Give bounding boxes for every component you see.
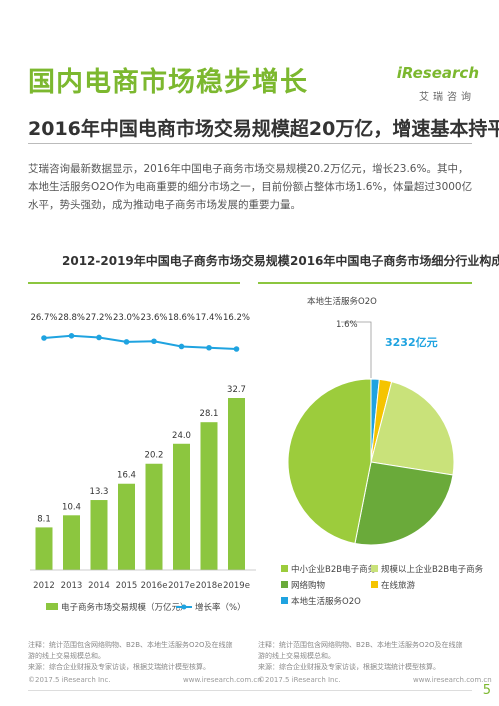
pie-legend-swatch bbox=[371, 565, 378, 572]
growth-label: 27.2% bbox=[85, 313, 112, 323]
x-tick-label: 2018e bbox=[196, 581, 223, 591]
pie-legend-swatch bbox=[281, 581, 288, 588]
right-chart-title: 2016年中国电子商务市场细分行业构成 bbox=[290, 254, 499, 268]
growth-label: 18.6% bbox=[168, 313, 195, 323]
callout-value: 3232亿元 bbox=[385, 335, 438, 349]
left-source: 来源：综合企业财报及专家访谈，根据艾瑞统计模型核算。 bbox=[28, 663, 210, 671]
logo-word: iResearch bbox=[396, 64, 479, 82]
growth-point bbox=[206, 344, 212, 351]
right-site-link[interactable]: www.iresearch.com.cn bbox=[413, 676, 492, 684]
right-title-underline bbox=[258, 282, 472, 284]
right-footnote: 注释：统计范围包含网络购物、B2B、本地生活服务O2O及在线旅游的线上交易规模总… bbox=[258, 640, 463, 673]
growth-label: 26.7% bbox=[30, 313, 57, 323]
pie-legend-label: 规模以上企业B2B电子商务 bbox=[381, 564, 484, 575]
x-tick-label: 2014 bbox=[88, 581, 110, 591]
bar-value-label: 16.4 bbox=[117, 471, 136, 481]
bar-2018e bbox=[200, 422, 218, 570]
legend-bar-label: 电子商务市场交易规模（万亿元） bbox=[61, 602, 189, 613]
growth-point bbox=[151, 338, 157, 345]
growth-label: 28.8% bbox=[58, 313, 85, 323]
x-tick-label: 2013 bbox=[61, 581, 83, 591]
bar-value-label: 13.3 bbox=[90, 487, 109, 497]
bar-2016e bbox=[145, 463, 163, 570]
pie-legend-swatch bbox=[371, 581, 378, 588]
pie-legend-swatch bbox=[281, 597, 288, 604]
pie-legend-label: 本地生活服务O2O bbox=[291, 596, 361, 607]
pie-legend-label: 中小企业B2B电子商务 bbox=[291, 564, 377, 575]
growth-label: 23.0% bbox=[113, 313, 140, 323]
bar-2017e bbox=[173, 443, 190, 570]
legend-line-label: 增长率（%） bbox=[195, 602, 246, 613]
logo-sub: 艾瑞咨询 bbox=[419, 92, 475, 103]
bar-2014 bbox=[90, 500, 108, 570]
bar-value-label: 20.2 bbox=[145, 451, 164, 461]
bar-value-label: 10.4 bbox=[62, 502, 81, 512]
bar-chart: 8.1 2012 10.4 2013 13.3 2014 16.4 2015 20.2 2016e… bbox=[30, 385, 256, 591]
pie-slice-0 bbox=[287, 378, 372, 545]
growth-point bbox=[96, 334, 102, 341]
growth-label: 16.2% bbox=[223, 313, 250, 323]
growth-label: 23.6% bbox=[140, 313, 167, 323]
growth-line-chart: 26.7% 28.8% 27.2% 23.0% 23.6% 18.6% 17.4% 16.2% bbox=[30, 313, 250, 352]
bar-value-label: 28.1 bbox=[200, 409, 219, 419]
right-source: 来源：综合企业财报及专家访谈，根据艾瑞统计模型核算。 bbox=[258, 663, 440, 671]
pie-slice-1 bbox=[354, 461, 454, 546]
left-footnote: 注释：统计范围包含网络购物、B2B、本地生活服务O2O及在线旅游的线上交易规模总… bbox=[28, 640, 233, 673]
growth-point bbox=[233, 346, 240, 352]
right-note: 注释：统计范围包含网络购物、B2B、本地生活服务O2O及在线旅游的线上交易规模总… bbox=[258, 641, 463, 660]
left-title-underline bbox=[28, 282, 240, 284]
pie-legend-label: 网络购物 bbox=[291, 580, 326, 591]
legend-line-marker bbox=[181, 604, 187, 610]
left-copyright: ©2017.5 iResearch Inc. bbox=[28, 676, 111, 684]
left-chart-title: 2012-2019年中国电子商务市场交易规模 bbox=[62, 254, 290, 268]
page-title: 国内电商市场稳步增长 bbox=[28, 67, 308, 98]
intro-paragraph: 艾瑞咨询最新数据显示，2016年中国电子商务市场交易规模20.2万亿元，增长23… bbox=[28, 163, 473, 211]
growth-point bbox=[41, 335, 47, 341]
subtitle-divider bbox=[28, 143, 472, 144]
growth-line bbox=[43, 334, 237, 350]
pie-legend-label: 在线旅游 bbox=[381, 580, 416, 591]
left-note: 注释：统计范围包含网络购物、B2B、本地生活服务O2O及在线旅游的线上交易规模总… bbox=[28, 641, 233, 660]
page-subtitle: 2016年中国电商市场交易规模超20万亿，增速基本持平 bbox=[28, 118, 499, 140]
bar-2015 bbox=[118, 483, 135, 570]
bar-value-label: 32.7 bbox=[227, 385, 246, 395]
pie-callout: 本地生活服务O2O 1.6% 3232亿元 bbox=[307, 296, 438, 378]
pie-legend-swatch bbox=[281, 565, 288, 572]
pie-chart bbox=[287, 378, 455, 546]
x-tick-label: 2012 bbox=[33, 581, 55, 591]
footer-divider bbox=[28, 690, 472, 691]
left-site-link[interactable]: www.iresearch.com.cn bbox=[183, 676, 262, 684]
right-copyright: ©2017.5 iResearch Inc. bbox=[258, 676, 341, 684]
x-tick-label: 2016e bbox=[141, 581, 168, 591]
growth-label: 17.4% bbox=[195, 313, 222, 323]
x-tick-label: 2019e bbox=[223, 581, 250, 591]
callout-label: 本地生活服务O2O bbox=[307, 296, 377, 307]
page-number: 5 bbox=[482, 683, 491, 698]
legend-bar-swatch bbox=[46, 603, 58, 610]
x-tick-label: 2017e bbox=[168, 581, 195, 591]
pie-slice-2 bbox=[370, 380, 455, 476]
callout-leader-line bbox=[341, 321, 372, 378]
bar-2012 bbox=[35, 527, 53, 570]
growth-point bbox=[68, 333, 75, 339]
bar-2019e bbox=[228, 398, 245, 570]
x-tick-label: 2015 bbox=[116, 581, 138, 591]
bar-2013 bbox=[63, 515, 80, 570]
iresearch-logo: iResearch 艾瑞咨询 bbox=[391, 58, 479, 106]
growth-point bbox=[178, 343, 185, 350]
growth-point bbox=[123, 339, 130, 345]
bar-value-label: 24.0 bbox=[172, 431, 191, 441]
callout-percent: 1.6% bbox=[336, 320, 358, 330]
bar-value-label: 8.1 bbox=[37, 514, 51, 524]
